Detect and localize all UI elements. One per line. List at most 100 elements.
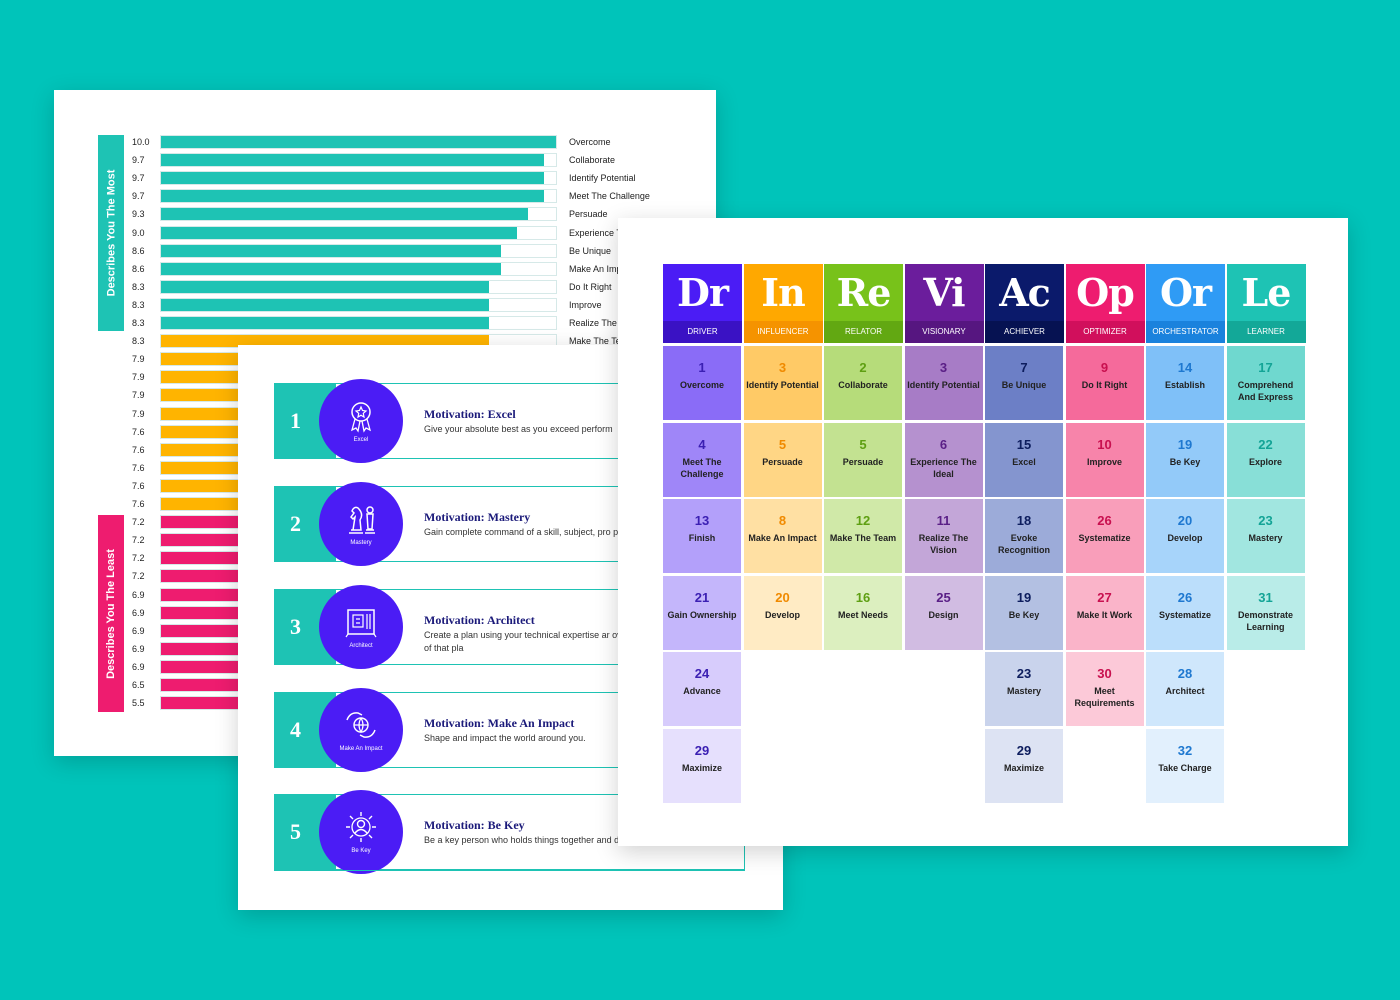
category-name: RELATOR [824, 321, 903, 343]
cell-label: Establish [1164, 380, 1205, 390]
bar-value: 7.2 [132, 535, 145, 546]
row-rule-top [336, 794, 744, 795]
element-symbol: Vi [923, 270, 965, 315]
bar-value: 9.3 [132, 209, 145, 220]
cell-number: 21 [694, 589, 710, 605]
row-rule-top [336, 692, 744, 693]
bar-label: Overcome [569, 137, 611, 147]
bar-value: 8.3 [132, 336, 145, 347]
bar-fill [161, 262, 501, 275]
element-symbol: Le [1241, 270, 1292, 315]
table-cell: 25 Design [904, 575, 983, 650]
row-rule-bottom [336, 561, 744, 562]
bar-track [160, 297, 557, 312]
bar-track [160, 261, 557, 276]
column-header-orchestrator: Or ORCHESTRATOR [1146, 264, 1225, 343]
motivation-title: Motivation: Be Key [424, 818, 525, 832]
cell-label: Persuade [842, 456, 884, 467]
bar-track [160, 243, 557, 258]
table-cell: 19 Be Key [985, 575, 1063, 650]
table-cell: 26 Systematize [1146, 575, 1224, 650]
motivation-title: Motivation: Architect [424, 613, 535, 627]
award-ribbon-icon [350, 401, 372, 433]
bar-fill [161, 136, 556, 148]
bar-value: 5.5 [132, 698, 145, 709]
category-name: OPTIMIZER [1065, 321, 1145, 343]
category-name: ACHIEVER [985, 321, 1064, 343]
globe-hands-icon [346, 711, 376, 738]
motivation-description: Be a key person who holds things togethe… [424, 835, 698, 845]
bar-value: 6.9 [132, 607, 145, 618]
cell-label: Maximize [681, 762, 723, 773]
cell-number: 30 [1097, 666, 1112, 681]
bar-fill [161, 280, 489, 293]
cell-label: Meet Requirements [1074, 686, 1135, 708]
cell-label: Comprehend And Express [1237, 380, 1294, 402]
bar-value: 6.9 [132, 625, 145, 636]
table-cell: 31 Demonstrate Learning [1226, 575, 1305, 650]
cell-label: Take Charge [1158, 762, 1212, 773]
cell-number: 25 [936, 589, 951, 605]
cell-label: Mastery [1006, 686, 1042, 696]
table-cell: 23 Mastery [985, 652, 1063, 726]
bar-value: 7.6 [132, 444, 145, 455]
motivation-title: Motivation: Mastery [424, 510, 531, 524]
column-header-driver: Dr DRIVER [663, 264, 742, 343]
bar-value: 7.6 [132, 499, 145, 509]
table-cell: 32 Take Charge [1146, 728, 1224, 803]
cell-label: Maximize [1003, 762, 1045, 773]
cell-label: Make An Impact [748, 533, 817, 543]
bar-value: 8.3 [132, 318, 145, 328]
bar-fill [161, 208, 529, 221]
bar-value: 10.0 [132, 137, 150, 147]
cell-label: Be Unique [1001, 380, 1047, 390]
bar-value: 6.5 [132, 680, 145, 690]
table-cell: 20 Develop [743, 575, 822, 650]
badge-label: Architect [349, 642, 373, 649]
table-cell: 6 Experience The Ideal [904, 422, 983, 497]
motivation-badge: Mastery [319, 482, 403, 566]
bar-fill [161, 154, 545, 167]
cell-label: Identify Potential [907, 380, 980, 390]
cell-label: Experience The Ideal [910, 456, 977, 479]
cell-number: 17 [1258, 360, 1273, 375]
cell-label: Mastery [1248, 533, 1283, 543]
bottom-rule [274, 870, 744, 871]
bar-label: Make An Imp [569, 263, 622, 274]
table-cell: 16 Meet Needs [824, 575, 902, 650]
table-cell: 15 Excel [985, 422, 1063, 497]
cell-number: 5 [859, 436, 867, 452]
cell-number: 22 [1258, 436, 1273, 452]
bar-value: 8.6 [132, 245, 145, 256]
motivation-periodic-table-page: Dr DRIVER 1 Overcome 4 Meet The Challenge 13 Fi… [618, 218, 1348, 846]
row-rule-bottom [336, 664, 744, 665]
bar-track [160, 316, 557, 330]
cell-number: 26 [1097, 513, 1112, 528]
table-cell: 10 Improve [1065, 422, 1144, 497]
cell-number: 2 [859, 360, 867, 375]
table-cell: 2 Collaborate [824, 346, 902, 420]
cell-number: 16 [855, 589, 871, 605]
cell-number: 28 [1177, 666, 1193, 681]
bar-value: 6.9 [132, 661, 145, 672]
bar-label: Make The Te [569, 336, 621, 347]
row-rule-bottom [336, 869, 744, 870]
bar-fill [161, 226, 517, 239]
bar-value: 9.0 [132, 227, 145, 238]
bar-track [160, 207, 557, 222]
bar-track [160, 334, 557, 349]
table-cell: 17 Comprehend And Express [1226, 346, 1305, 420]
table-cell: 5 Persuade [824, 422, 902, 497]
motivation-badge: Be Key [319, 790, 403, 874]
table-cell: 12 Make The Team [824, 499, 902, 573]
cell-number: 3 [778, 360, 787, 375]
cell-label: Finish [688, 533, 716, 543]
bar-label: Realize The V [569, 318, 626, 328]
blueprint-icon [345, 608, 377, 637]
bar-track [160, 225, 557, 240]
cell-number: 20 [1177, 513, 1193, 528]
table-cell: 24 Advance [663, 652, 741, 726]
row-rule-bottom [336, 458, 744, 459]
table-cell: 18 Evoke Recognition [985, 499, 1063, 573]
table-cell: 3 Identify Potential [743, 346, 822, 420]
